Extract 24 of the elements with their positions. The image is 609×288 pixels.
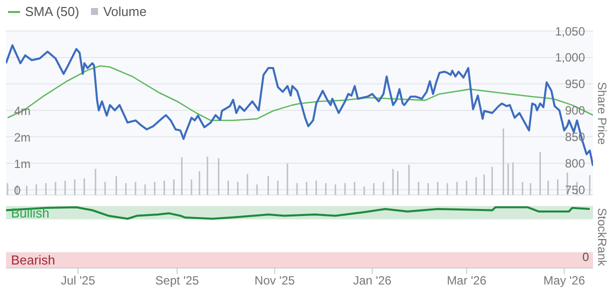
y-tick-label: 750: [564, 182, 586, 197]
y-tick-label: 950: [564, 77, 586, 92]
legend-label: SMA (50): [25, 4, 80, 19]
band-label: Bearish: [11, 252, 56, 268]
line-series: [6, 44, 593, 167]
y-tick-label: 900: [564, 104, 586, 118]
y-axis-title: StockRank: [595, 208, 609, 266]
legend-label: Volume: [103, 4, 147, 19]
x-tick-label: Jul '25: [60, 274, 96, 288]
y-tick-label: 800: [564, 156, 586, 171]
y-tick-label: 1,000: [554, 50, 586, 65]
annotation: 0: [582, 250, 589, 264]
y-tick-label: 1,050: [554, 24, 586, 38]
y2-tick-label: 1m: [14, 156, 31, 171]
band-label: Bullish: [11, 205, 50, 220]
y2-tick-label: 0: [14, 183, 21, 198]
y2-tick-label: 2m: [14, 130, 31, 144]
x-tick-label: Jan '26: [353, 274, 392, 288]
x-tick-label: Nov '25: [254, 274, 296, 288]
x-tick-label: Mar '26: [446, 274, 487, 288]
x-tick-label: Sept '25: [155, 274, 200, 288]
x-tick-label: May '26: [543, 274, 586, 288]
line-series: [6, 65, 593, 122]
y-axis-title: Share Price: [595, 82, 609, 144]
